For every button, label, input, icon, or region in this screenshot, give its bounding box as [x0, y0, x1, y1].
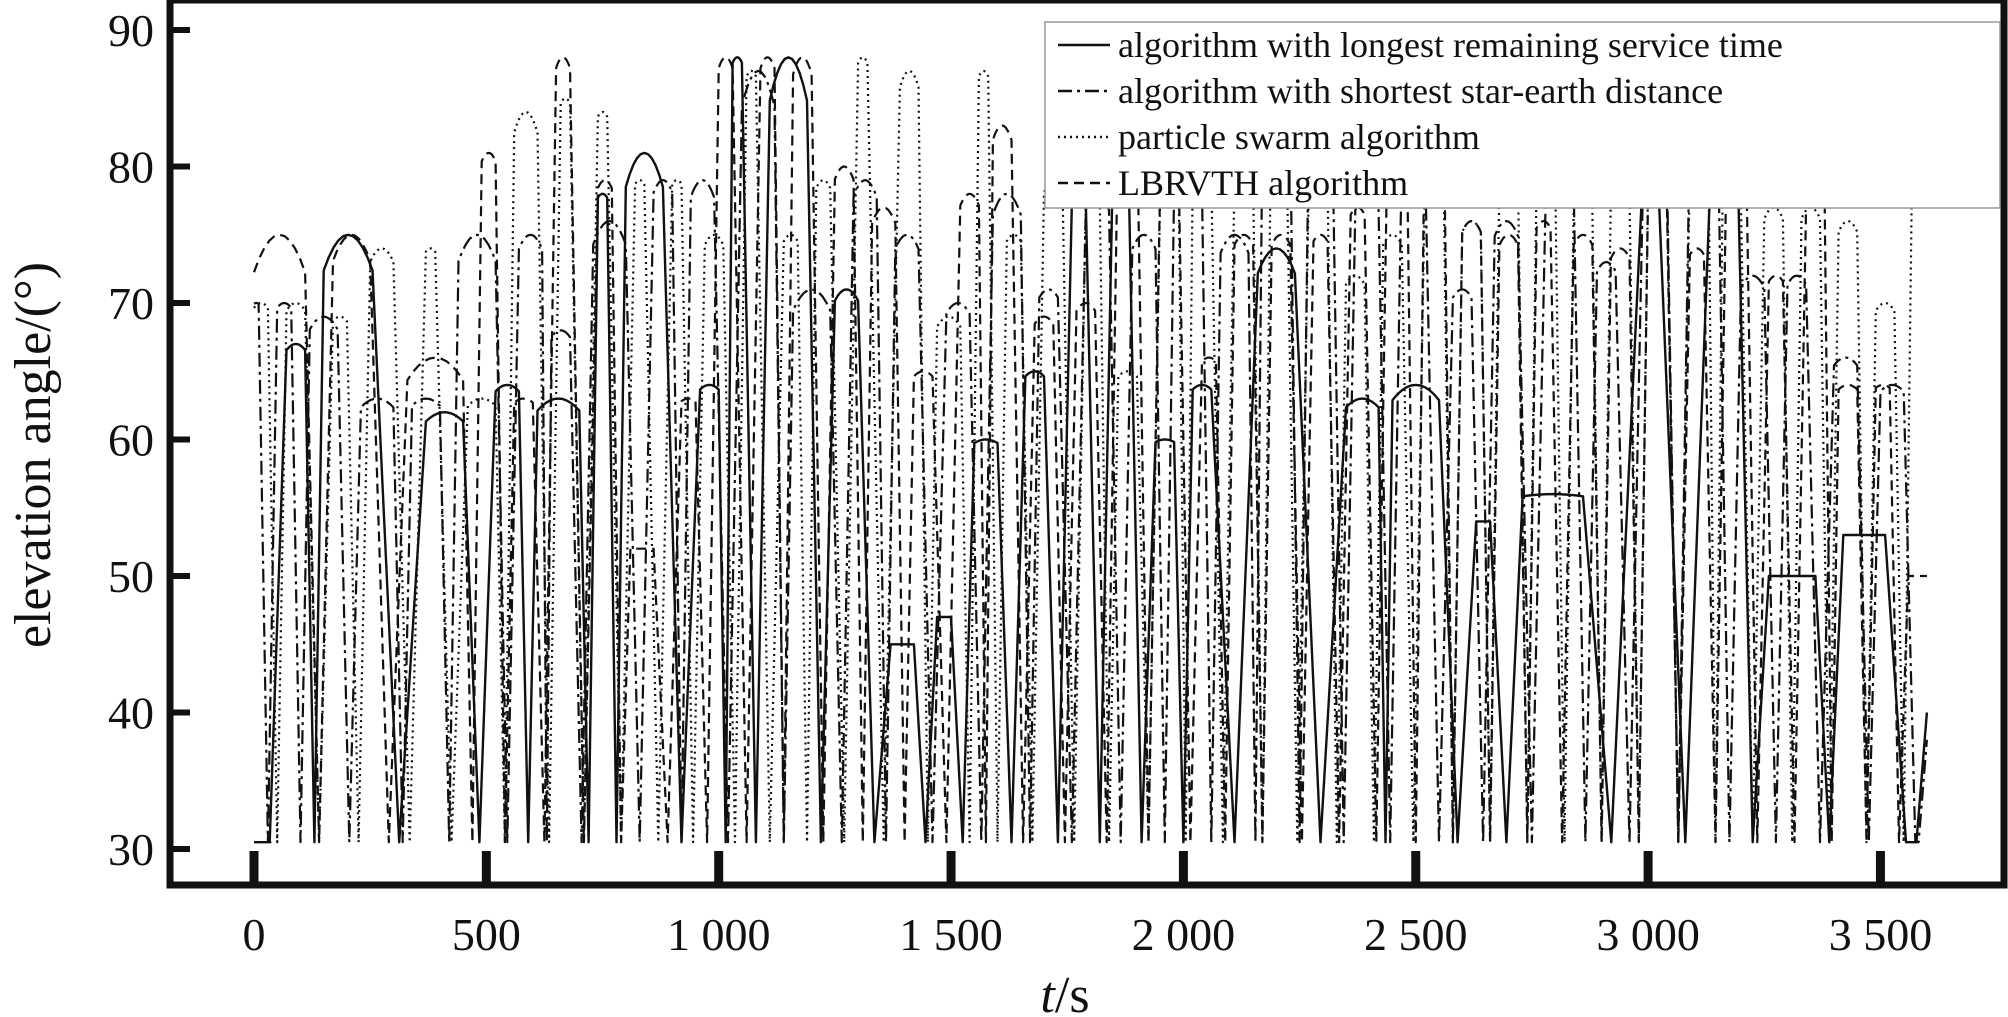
y-tick-label: 70	[108, 278, 154, 329]
y-tick-label: 40	[108, 688, 154, 739]
x-axis-title-variable: t	[1040, 967, 1056, 1017]
x-tick-label: 2 000	[1132, 909, 1236, 960]
y-tick-label: 60	[108, 415, 154, 466]
y-axis-title: elevation angle/(°)	[5, 262, 62, 648]
x-tick-label: 0	[243, 909, 266, 960]
y-tick-label: 30	[108, 824, 154, 875]
legend-label-2: particle swarm algorithm	[1118, 117, 1480, 157]
x-tick-label: 1 000	[667, 909, 771, 960]
x-axis-title: t/s	[1040, 967, 1089, 1017]
y-tick-label: 50	[108, 551, 154, 602]
x-tick-label: 3 500	[1829, 909, 1933, 960]
legend: algorithm with longest remaining service…	[1044, 21, 2001, 209]
legend-label-0: algorithm with longest remaining service…	[1118, 25, 1783, 65]
y-axis: 30 40 50 60 70 80 90	[108, 5, 190, 875]
legend-label-3: LBRVTH algorithm	[1118, 163, 1408, 203]
x-tick-label: 1 500	[899, 909, 1003, 960]
x-tick-label: 3 000	[1596, 909, 1700, 960]
x-axis: 0 500 1 000 1 500 2 000 2 500 3 000 3 500	[243, 851, 1933, 960]
legend-label-1: algorithm with shortest star-earth dista…	[1118, 71, 1723, 111]
y-tick-label: 80	[108, 142, 154, 193]
x-axis-title-unit: /s	[1055, 967, 1090, 1017]
legend-box	[1044, 21, 2001, 209]
x-tick-label: 500	[452, 909, 521, 960]
y-tick-label: 90	[108, 5, 154, 56]
x-tick-label: 2 500	[1364, 909, 1468, 960]
